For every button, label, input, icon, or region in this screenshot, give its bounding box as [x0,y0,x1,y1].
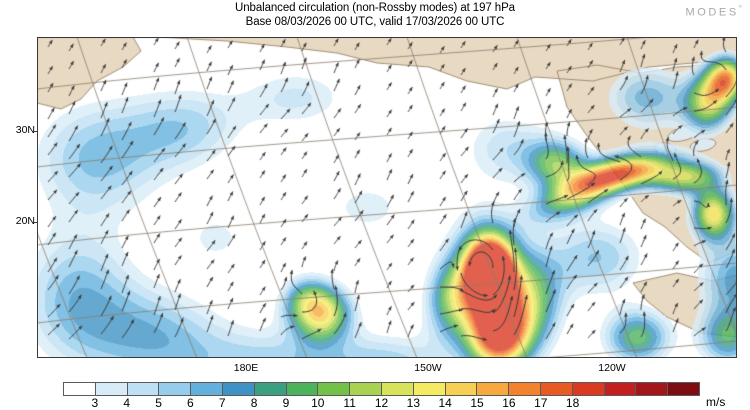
colorbar-swatch [159,383,192,395]
colorbar-swatch [381,383,414,395]
chart-title-block: Unbalanced circulation (non-Rossby modes… [0,1,750,29]
chart-title: Unbalanced circulation (non-Rossby modes… [235,2,515,14]
colorbar-swatch [95,383,128,395]
latitude-tick [32,222,38,223]
modes-logo: MODES° [685,4,742,19]
colorbar-tick-label: 18 [565,396,580,410]
colorbar-swatch [318,383,351,395]
colorbar-swatch [413,383,446,395]
colorbar[interactable] [63,382,700,396]
colorbar-tick-label: 10 [311,396,325,410]
colorbar-swatch [445,383,478,395]
modes-logo-mark: ° [738,4,742,13]
colorbar-unit-label: m/s [706,395,726,409]
latitude-tick [32,131,38,132]
longitude-label: 120W [598,362,626,374]
colorbar-swatch [286,383,319,395]
colorbar-swatch [127,383,160,395]
colorbar-tick-label: 7 [218,396,226,410]
colorbar-tick-label: 16 [502,396,516,410]
colorbar-swatch [509,383,541,395]
longitude-label: 150W [414,362,442,374]
colorbar-tick-label: 4 [123,396,131,410]
latitude-label: 30N [15,124,35,136]
wind-speed-map[interactable] [37,37,737,358]
longitude-label: 180E [233,362,259,374]
colorbar-swatch [540,383,573,395]
colorbar-swatch [222,383,255,395]
colorbar-tick-label: 3 [91,396,99,410]
colorbar-swatch [254,383,287,395]
colorbar-tick-label: 13 [406,396,421,410]
map-panel[interactable]: 30N 20N [16,37,737,358]
colorbar-swatch [636,383,669,395]
colorbar-swatch [604,383,637,395]
colorbar-swatch [191,383,223,395]
colorbar-swatch [572,383,605,395]
colorbar-tick-label: 17 [534,396,548,410]
colorbar-tick-label: 14 [438,396,452,410]
chart-subtitle: Base 08/03/2026 00 UTC, valid 17/03/2026… [245,16,505,28]
colorbar-tick-label: 8 [250,396,258,410]
colorbar-swatch [64,383,96,395]
colorbar-tick-label: 11 [343,396,356,410]
colorbar-tick-label: 9 [282,396,290,410]
colorbar-swatch [477,383,510,395]
modes-logo-text: MODES [685,6,739,19]
latitude-label: 20N [15,215,35,227]
colorbar-tick-label: 6 [187,396,194,410]
colorbar-swatch [350,383,382,395]
colorbar-tick-label: 15 [470,396,484,410]
colorbar-swatch [668,383,699,395]
colorbar-tick-label: 5 [155,396,162,410]
colorbar-tick-label: 12 [374,396,389,410]
